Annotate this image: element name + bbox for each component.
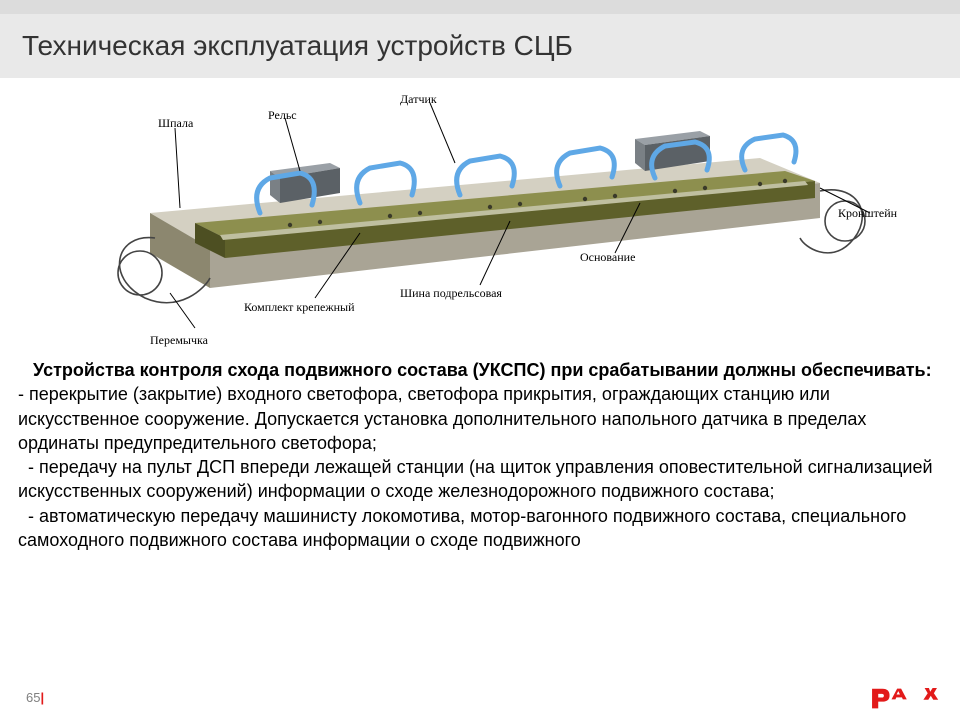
p3: - автоматическую передачу машинисту локо…	[18, 504, 942, 553]
top-decor-bar	[0, 0, 960, 14]
rzd-logo	[870, 683, 942, 711]
footer: 65|	[0, 680, 960, 714]
label-kronshtein: Кронштейн	[838, 206, 897, 221]
paragraph: Устройства контроля схода подвижного сос…	[18, 358, 942, 455]
label-osnovanie: Основание	[580, 250, 635, 265]
page-number-bar: |	[40, 690, 44, 705]
label-shina: Шина подрельсовая	[400, 286, 502, 301]
label-rels: Рельс	[268, 108, 297, 123]
page-title: Техническая эксплуатация устройств СЦБ	[22, 30, 573, 62]
label-datchik: Датчик	[400, 92, 437, 107]
p2: - передачу на пульт ДСП впереди лежащей …	[18, 455, 942, 504]
page-number-value: 65	[26, 690, 40, 705]
device-diagram	[60, 63, 900, 363]
label-shpala: Шпала	[158, 116, 193, 131]
diagram-area: Шпала Рельс Датчик Кронштейн Основание Ш…	[0, 78, 960, 358]
body-text: Устройства контроля схода подвижного сос…	[0, 358, 960, 552]
p1-text: - перекрытие (закрытие) входного светофо…	[18, 384, 866, 453]
lead-text: Устройства контроля схода подвижного сос…	[33, 360, 932, 380]
label-komplekt: Комплект крепежный	[244, 300, 355, 315]
page-number: 65|	[26, 690, 44, 705]
label-peremychka: Перемычка	[150, 333, 208, 348]
